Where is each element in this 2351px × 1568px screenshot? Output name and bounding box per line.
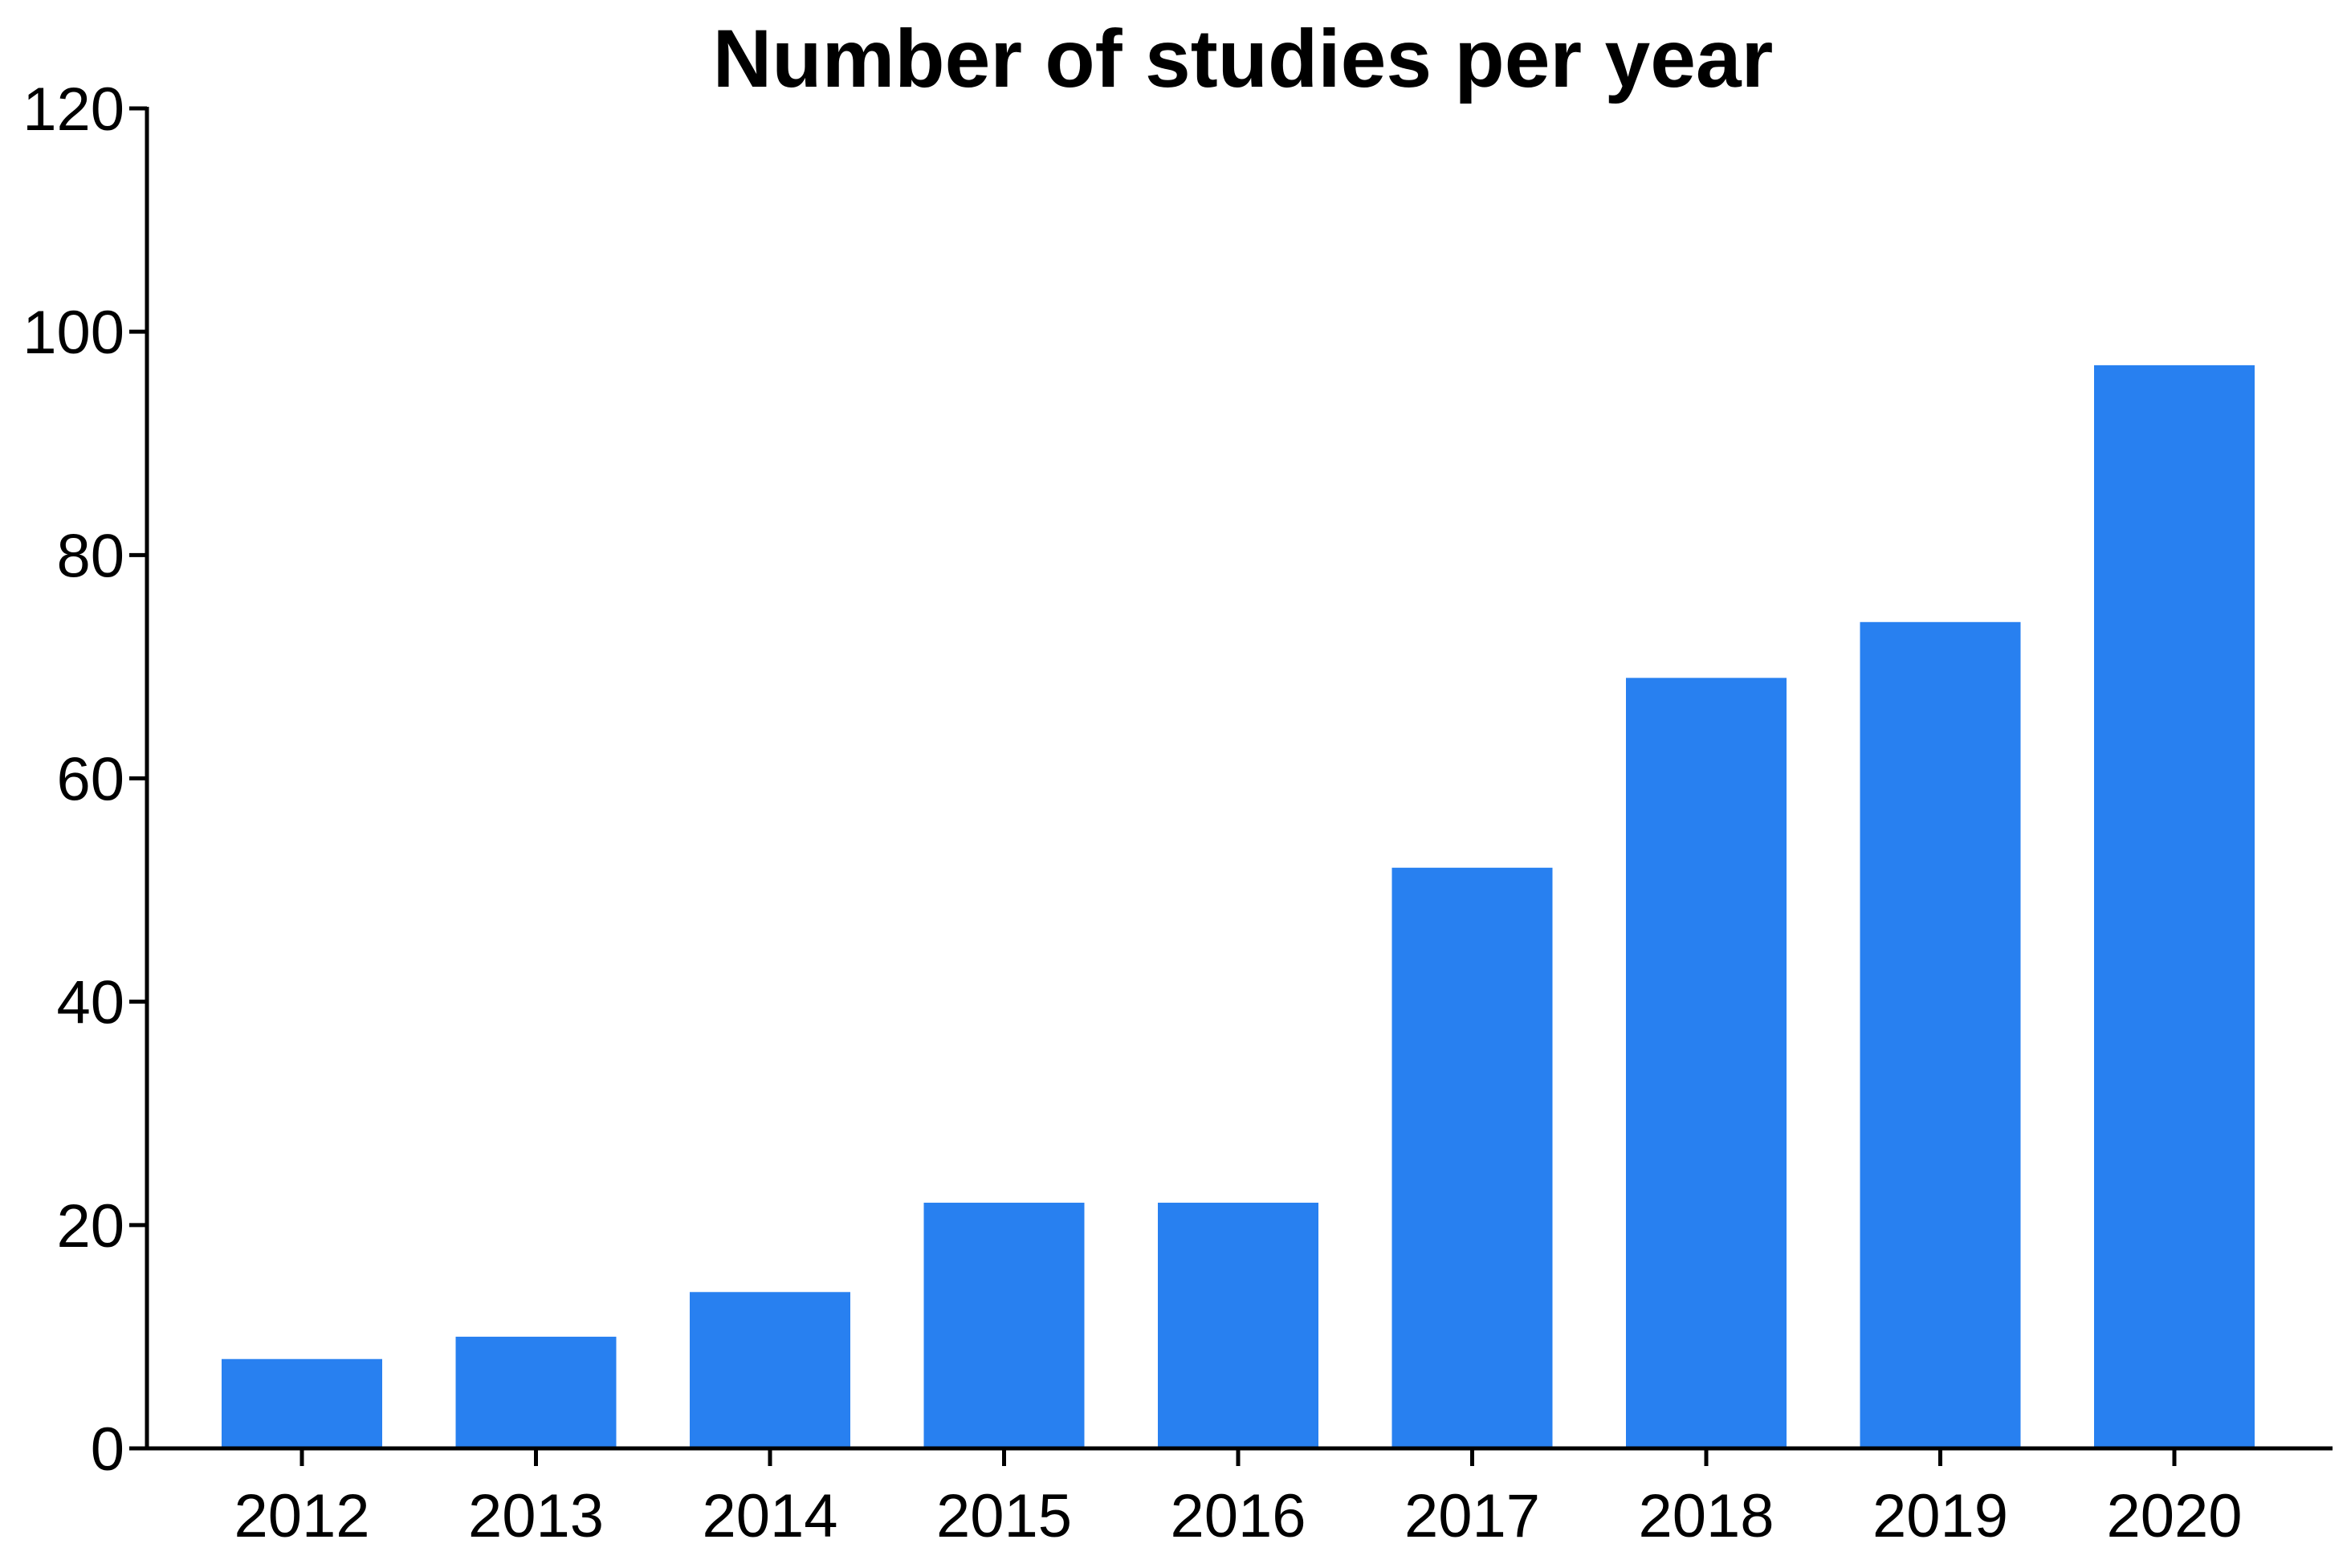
x-tick-label: 2014 bbox=[702, 1482, 837, 1550]
bar-2014 bbox=[690, 1292, 850, 1448]
bar-2012 bbox=[222, 1358, 382, 1448]
bars-layer bbox=[222, 365, 2255, 1449]
x-tick-label: 2013 bbox=[468, 1482, 604, 1550]
x-axis-ticks: 2012 2013 2014 2015 2016 2017 2018 2019 2020 bbox=[234, 1448, 2243, 1550]
y-tick-label: 20 bbox=[56, 1192, 124, 1261]
y-tick-label: 100 bbox=[22, 299, 124, 367]
bar-2016 bbox=[1158, 1203, 1318, 1448]
x-tick-label: 2015 bbox=[936, 1482, 1072, 1550]
y-axis-ticks: 0 20 40 60 80 100 120 bbox=[22, 75, 147, 1484]
x-tick-label: 2017 bbox=[1404, 1482, 1540, 1550]
bar-2019 bbox=[1860, 621, 2021, 1448]
bar-2017 bbox=[1391, 867, 1553, 1448]
x-tick-label: 2020 bbox=[2106, 1482, 2242, 1550]
y-tick-label: 80 bbox=[56, 522, 124, 590]
x-tick-label: 2012 bbox=[234, 1482, 369, 1550]
chart-title: Number of studies per year bbox=[713, 13, 1774, 104]
bar-2015 bbox=[923, 1203, 1085, 1448]
y-tick-label: 40 bbox=[56, 969, 124, 1037]
bar-2020 bbox=[2094, 365, 2255, 1449]
y-tick-label: 60 bbox=[56, 746, 124, 814]
y-tick-label: 0 bbox=[91, 1415, 124, 1484]
x-tick-label: 2016 bbox=[1170, 1482, 1306, 1550]
x-tick-label: 2018 bbox=[1638, 1482, 1774, 1550]
y-tick-label: 120 bbox=[22, 75, 124, 144]
bar-2013 bbox=[455, 1336, 617, 1448]
bar-2018 bbox=[1626, 678, 1787, 1448]
x-tick-label: 2019 bbox=[1872, 1482, 2008, 1550]
